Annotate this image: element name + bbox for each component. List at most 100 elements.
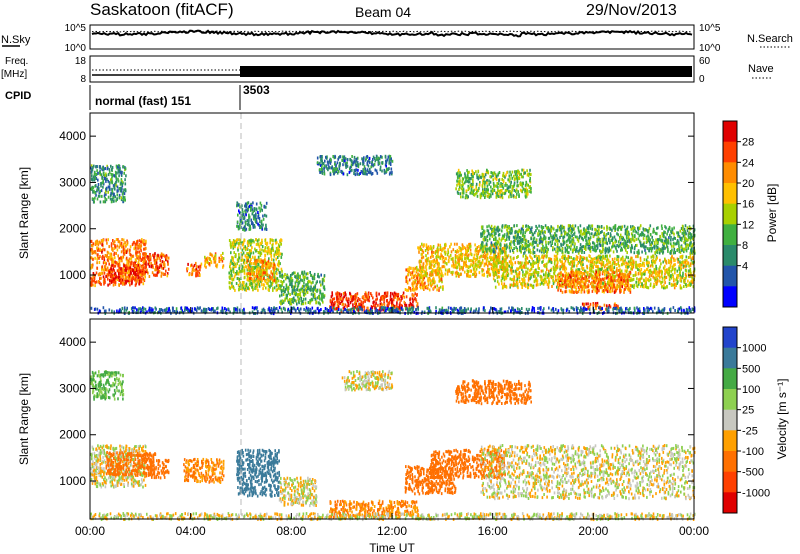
noise-right-tick-bottom: 10^0: [699, 43, 721, 54]
power-cell: [230, 245, 232, 249]
power-cell: [297, 272, 299, 276]
power-cell: [427, 277, 429, 281]
power-cell: [106, 274, 109, 278]
power-cell: [678, 246, 680, 250]
power-cell: [409, 303, 411, 307]
power-cell: [314, 287, 316, 291]
power-cell: [135, 251, 137, 255]
power-cell: [347, 301, 349, 305]
power-cell: [130, 267, 132, 271]
power-cell: [603, 226, 605, 230]
power-cell: [254, 274, 257, 278]
power-cell: [317, 301, 320, 305]
power-cell: [243, 269, 245, 273]
power-cell: [436, 269, 439, 273]
power-cell: [501, 257, 504, 261]
power-cell: [420, 276, 422, 279]
power-cell: [436, 284, 438, 288]
power-cell: [240, 258, 242, 262]
power-cell: [244, 248, 247, 252]
power-cell: [107, 251, 110, 255]
power-cell: [637, 268, 639, 272]
power-cell: [667, 258, 670, 262]
power-cell: [461, 258, 463, 262]
power-cell: [96, 261, 98, 265]
power-cell: [335, 307, 337, 311]
power-cell: [604, 263, 607, 267]
power-cell: [250, 251, 252, 255]
power-cell: [465, 260, 467, 264]
power-cell: [152, 253, 154, 257]
power-cell: [232, 259, 234, 263]
power-cell: [113, 240, 116, 244]
power-cell: [450, 250, 453, 254]
power-cell: [118, 257, 121, 261]
power-cell: [438, 269, 440, 273]
power-cell: [297, 280, 300, 284]
power-cell: [277, 286, 280, 290]
power-cell: [422, 278, 425, 281]
power-cell: [113, 272, 116, 276]
power-cell: [126, 271, 129, 275]
power-cell: [141, 266, 143, 269]
power-cell: [578, 287, 581, 291]
power-cell: [140, 269, 143, 273]
power-cell: [620, 269, 623, 273]
power-cell: [93, 279, 95, 283]
power-cell: [638, 278, 640, 282]
power-cell: [352, 306, 354, 310]
power-cell: [596, 291, 598, 295]
station-title: Saskatoon (fitACF): [90, 0, 234, 19]
power-cell: [242, 240, 245, 244]
power-cell: [552, 279, 554, 282]
power-cell: [191, 268, 194, 271]
power-cell: [158, 266, 161, 269]
power-cell: [137, 272, 139, 275]
power-cell: [470, 253, 473, 257]
power-cell: [606, 228, 608, 232]
power-cell: [112, 274, 114, 278]
power-cell: [255, 238, 257, 242]
power-cell: [249, 253, 251, 256]
power-cell: [344, 303, 347, 307]
power-cell: [118, 264, 121, 267]
power-cell: [221, 256, 223, 260]
power-cell: [259, 248, 261, 252]
power-cell: [410, 276, 413, 280]
power-cell: [198, 271, 200, 275]
power-cell: [279, 252, 282, 256]
power-cell: [686, 229, 689, 232]
power-cell: [197, 269, 199, 273]
power-cell: [252, 272, 254, 276]
power-cell: [140, 258, 142, 262]
power-cell: [535, 254, 537, 258]
power-cell: [292, 285, 295, 289]
power-cell: [238, 252, 240, 256]
power-cell: [276, 249, 279, 253]
power-cell: [573, 264, 575, 268]
power-cell: [588, 279, 590, 283]
power-cell: [155, 258, 157, 262]
power-cell: [432, 245, 435, 248]
power-cell: [148, 275, 151, 278]
power-cell: [625, 261, 627, 265]
power-cell: [266, 250, 268, 254]
power-cell: [610, 282, 613, 286]
power-cell: [680, 286, 683, 290]
power-cell: [617, 262, 619, 266]
power-cell: [141, 272, 144, 275]
power-cell: [429, 245, 432, 249]
power-cell: [392, 294, 395, 298]
power-cell: [160, 271, 163, 275]
power-cell: [409, 298, 411, 302]
power-cell: [419, 245, 422, 249]
power-cell: [309, 301, 311, 305]
power-cell: [514, 261, 517, 265]
power-cell: [314, 297, 317, 301]
power-cell: [367, 306, 369, 310]
power-cell: [621, 262, 623, 266]
power-cell: [639, 269, 642, 273]
power-cell: [99, 282, 102, 286]
power-cell: [460, 272, 462, 276]
power-cell: [621, 282, 623, 286]
